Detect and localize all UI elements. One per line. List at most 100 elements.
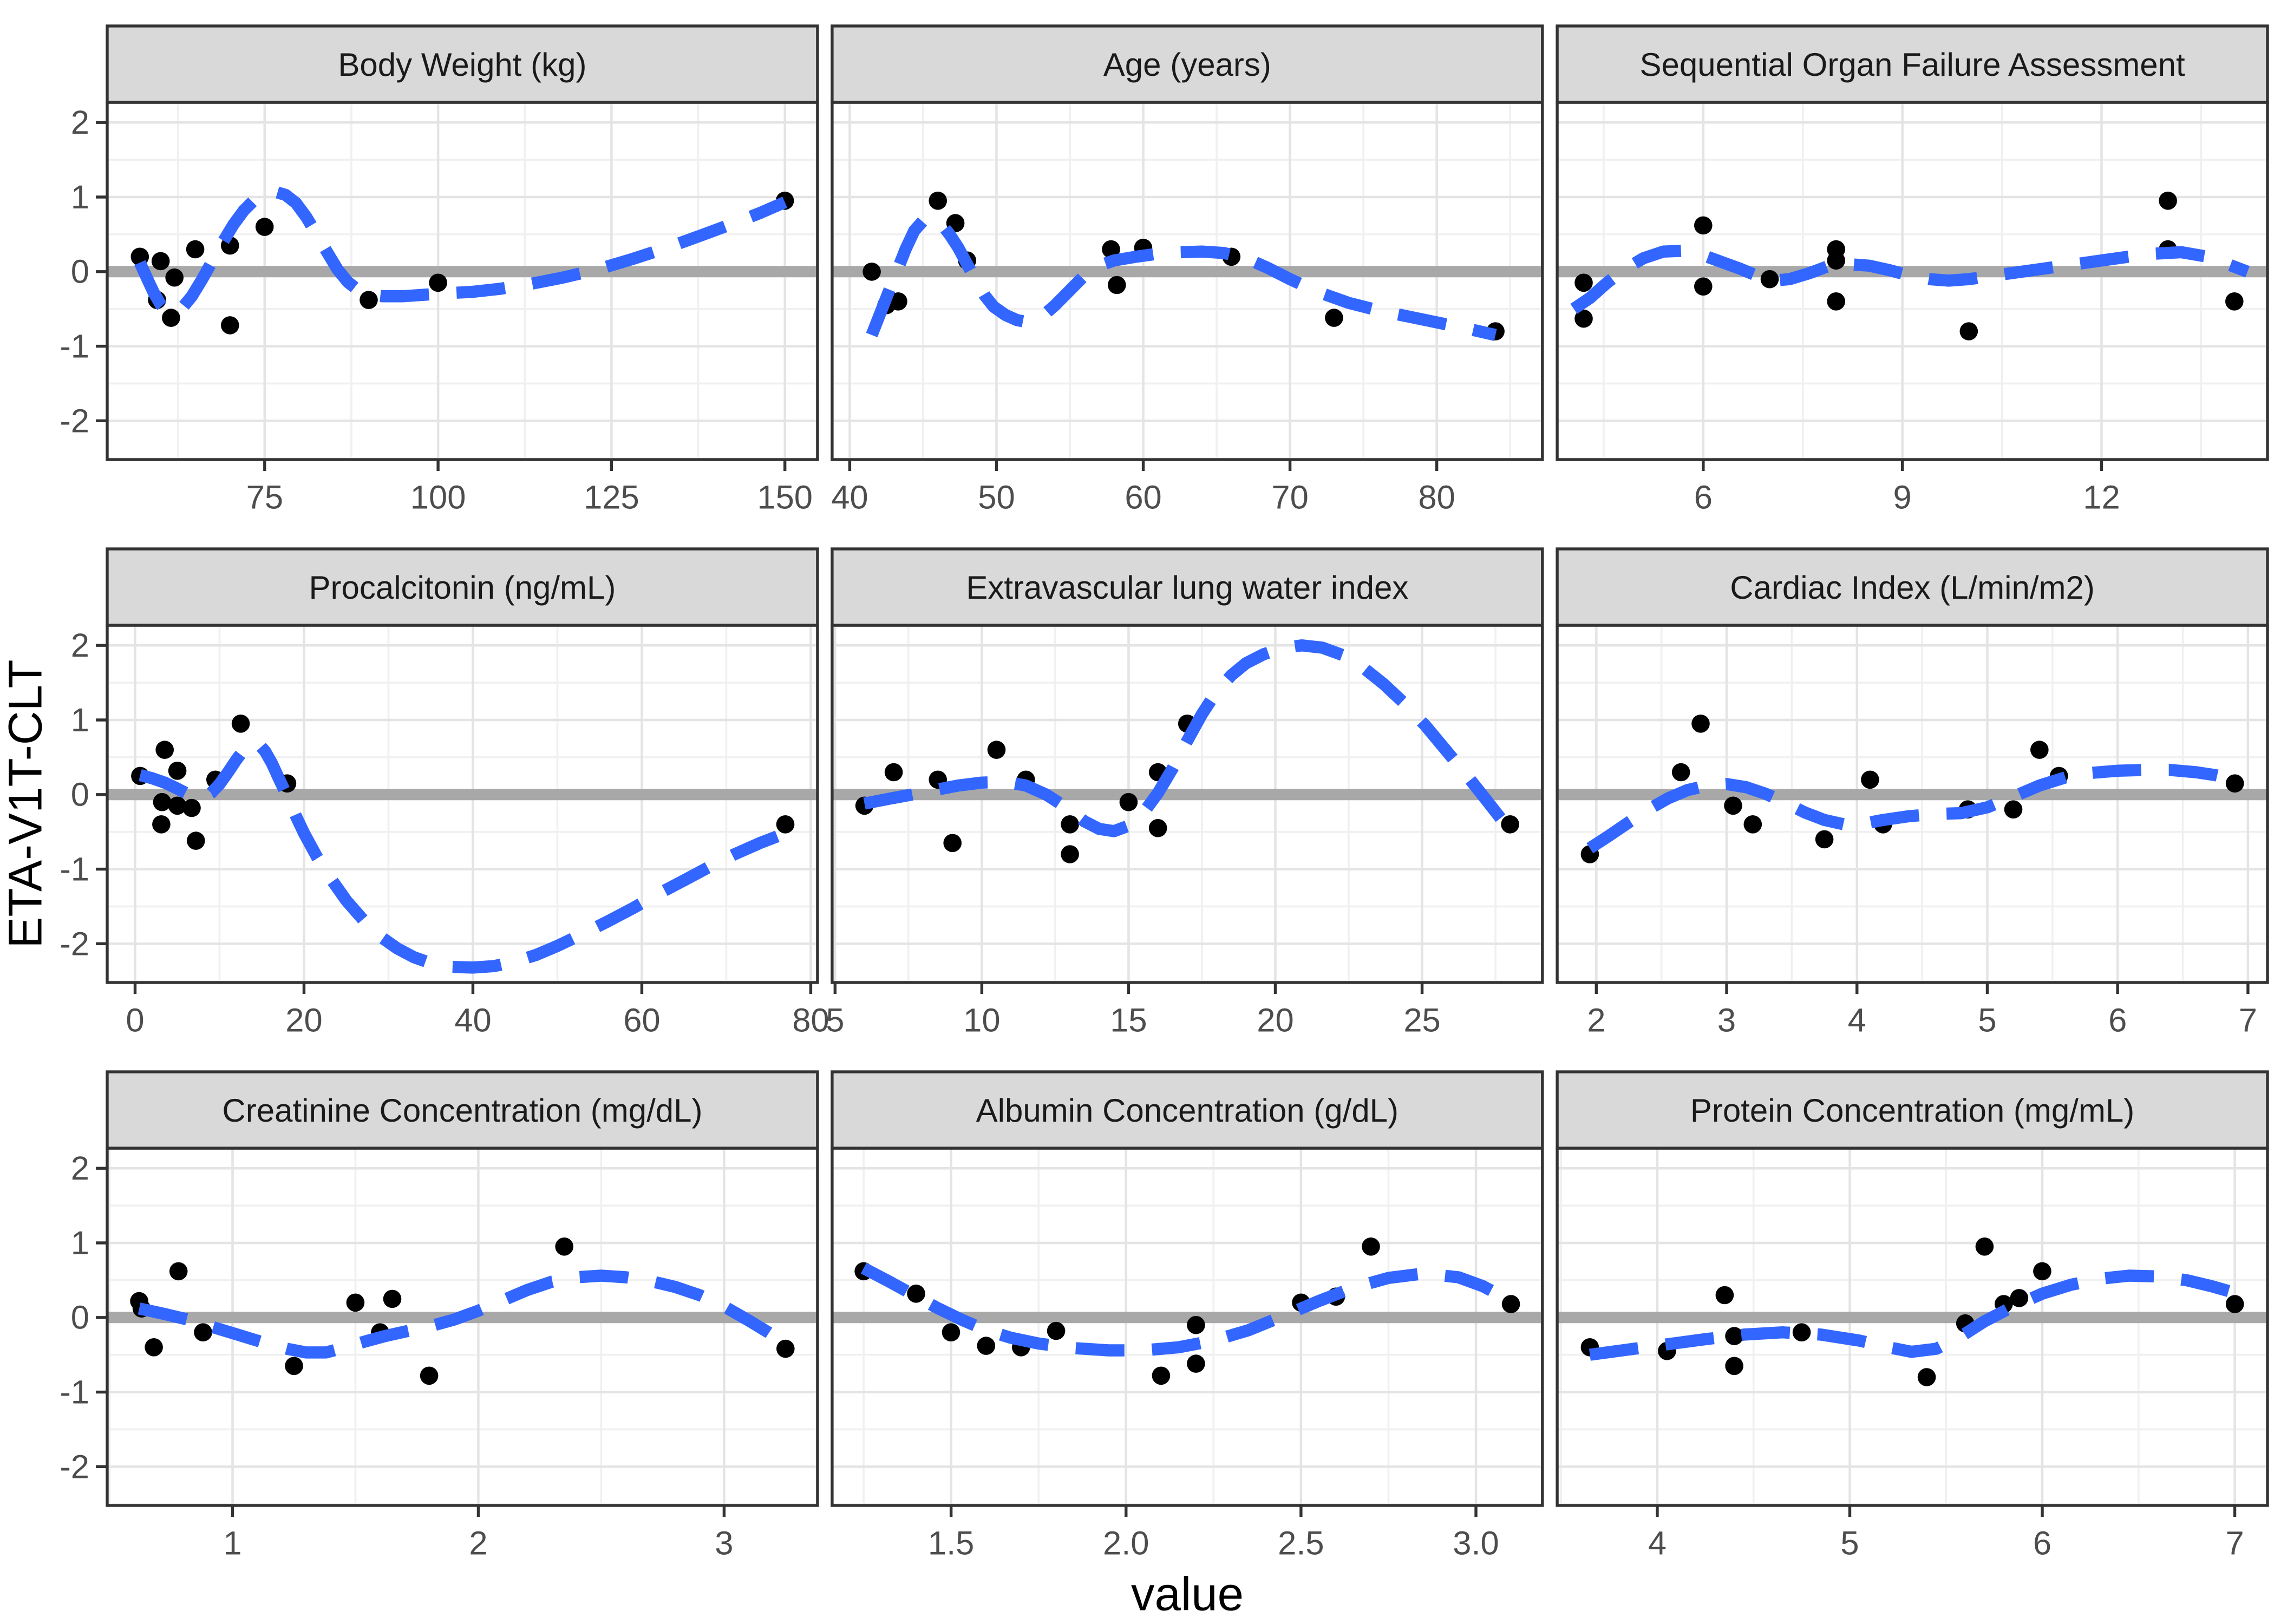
facet-strip [831,547,1544,627]
x-tick-label: 2 [1587,1001,1605,1039]
data-point [2030,741,2049,759]
data-point [2225,1295,2244,1313]
x-tick-label: 12 [2083,479,2120,516]
x-tick-label: 80 [1418,479,1455,516]
smooth-line [863,639,1510,837]
x-tick-label: 6 [2033,1524,2051,1562]
data-point [1148,818,1167,837]
x-tick-label: 4 [1848,1001,1866,1039]
data-point [942,1323,960,1342]
data-point [776,1339,795,1358]
x-tick-label: 150 [757,479,813,516]
x-tick-label: 2.0 [1103,1524,1149,1562]
data-point [1325,309,1343,327]
data-point [1917,1368,1936,1386]
y-tick-label: -1 [60,328,89,365]
data-point [1959,322,1978,340]
x-tick-label: 40 [454,1001,491,1039]
facet-panel: Protein Concentration (mg/mL) 4 5 6 7 [1556,1070,2269,1562]
data-point [1760,270,1779,289]
y-axis-title: ETA-V1T-CLT [1,659,53,948]
data-point [776,815,795,834]
smooth-line [1589,1269,2237,1361]
data-point [1574,309,1593,328]
y-tick-label: 1 [71,1224,89,1262]
data-point [1724,796,1742,815]
data-point [1715,1286,1734,1305]
facet-panel: Creatinine Concentration (mg/dL) 1 2 3 2 1 0 -1… [60,1070,819,1562]
data-point [1102,240,1120,259]
data-point [1061,845,1079,863]
facet-title: Extravascular lung water index [966,569,1408,606]
data-point [2225,292,2244,311]
x-tick-label: 2 [469,1524,487,1562]
x-tick-label: 125 [584,479,639,516]
data-point [2004,800,2023,818]
facet-strip [1556,24,2269,104]
facet-panel: Age (years) 40 50 60 70 80 [831,24,1544,516]
data-point [221,316,239,335]
x-tick-label: 70 [1271,479,1308,516]
y-tick-label: -2 [60,925,89,962]
data-point [2159,192,2177,210]
facet-panel: Extravascular lung water index 5 10 15 20 25 [826,547,1544,1039]
data-point [1152,1366,1171,1385]
y-tick-label: 0 [71,253,89,291]
data-point [1501,1295,1520,1313]
data-point [152,815,171,834]
data-point [987,741,1006,759]
panel-background [1557,102,2268,460]
x-tick-label: 10 [963,1001,1000,1039]
x-tick-label: 3.0 [1453,1524,1499,1562]
x-tick-label: 2.5 [1278,1524,1324,1562]
data-point [168,762,187,780]
y-tick-label: -1 [60,850,89,888]
facet-title: Protein Concentration (mg/mL) [1690,1092,2134,1129]
facet-title: Procalcitonin (ng/mL) [309,569,616,606]
panel-background [1557,625,2268,983]
data-point [1975,1237,1994,1256]
data-point [1574,273,1593,292]
data-point [1725,1357,1743,1376]
panel-background [107,102,818,460]
panel-background [107,625,818,983]
x-tick-label: 7 [2239,1001,2257,1039]
data-point [889,292,907,311]
data-point [182,798,201,817]
y-tick-label: 0 [71,776,89,814]
data-point [429,273,447,292]
x-tick-label: 9 [1893,479,1912,516]
panel-background [1557,1148,2268,1505]
x-tick-label: 3 [1717,1001,1736,1039]
data-point [907,1285,925,1303]
points-layer [1574,192,2244,340]
data-point [162,309,180,327]
data-point [1861,770,1879,789]
data-point [420,1366,439,1385]
x-tick-label: 60 [1125,479,1161,516]
facet-title: Creatinine Concentration (mg/dL) [222,1092,702,1129]
data-point [2010,1289,2029,1307]
data-point [1815,830,1834,849]
data-point [929,192,948,210]
data-point [231,715,250,733]
data-point [1061,815,1079,834]
data-point [1187,1315,1205,1334]
data-point [153,793,172,811]
x-tick-label: 7 [2225,1524,2244,1562]
facet-title: Body Weight (kg) [338,47,586,83]
data-point [186,240,205,259]
data-point [1671,763,1690,782]
smooth-line [860,1262,1514,1357]
x-tick-label: 5 [826,1001,844,1039]
data-point [1743,815,1762,834]
smooth-line [1586,764,2237,854]
y-tick-label: 0 [71,1299,89,1337]
y-tick-label: 2 [71,104,89,141]
data-point [1827,251,1845,270]
x-tick-label: 20 [285,1001,322,1039]
data-point [1047,1321,1066,1340]
y-tick-label: 2 [71,1150,89,1187]
data-point [1691,715,1710,733]
